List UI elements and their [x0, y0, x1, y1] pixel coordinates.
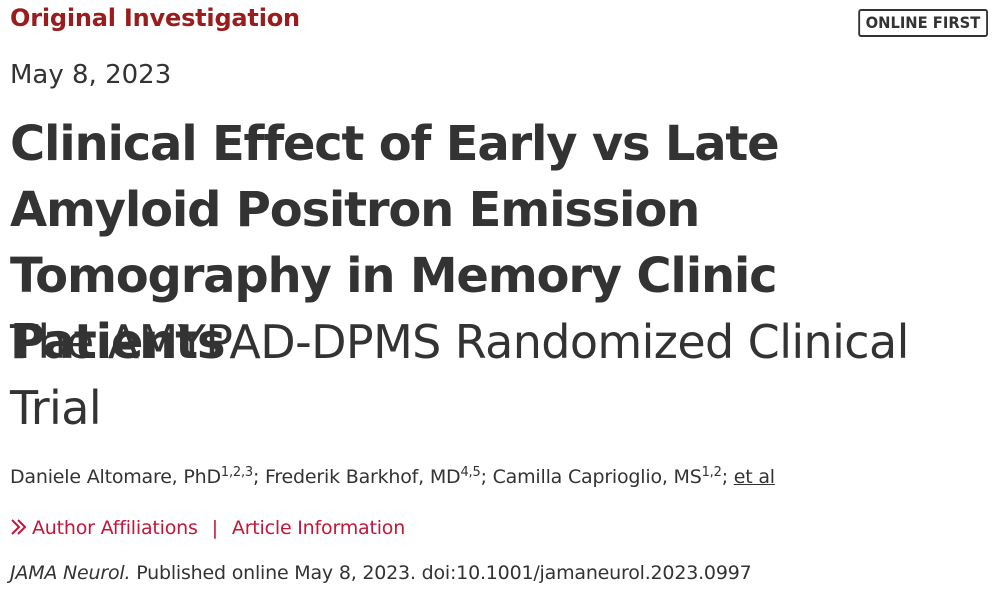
publication-date: May 8, 2023 — [10, 60, 172, 90]
article-links: Author Affiliations | Article Information — [10, 517, 405, 539]
author-affiliations-link[interactable]: Author Affiliations — [10, 517, 198, 539]
more-authors-link[interactable]: et al — [733, 466, 775, 488]
double-chevron-right-icon — [11, 519, 27, 535]
author-affiliations-label: Author Affiliations — [32, 517, 198, 539]
citation-text: Published online May 8, 2023. doi:10.100… — [136, 562, 752, 584]
article-information-link[interactable]: Article Information — [231, 517, 406, 539]
section-label: Original Investigation — [10, 4, 300, 32]
journal-name: JAMA Neurol. — [10, 562, 131, 584]
author-name[interactable]: Camilla Caprioglio, MS — [492, 466, 702, 488]
author-affiliation-marks: 1,2,3 — [220, 465, 253, 480]
author-name[interactable]: Frederik Barkhof, MD — [265, 466, 461, 488]
author-affiliation-marks: 1,2 — [701, 465, 722, 480]
online-first-badge: ONLINE FIRST — [858, 9, 988, 37]
author-affiliation-marks: 4,5 — [460, 465, 481, 480]
article-subtitle: The AMYPAD-DPMS Randomized Clinical Tria… — [10, 315, 909, 435]
citation: JAMA Neurol. Published online May 8, 202… — [10, 562, 752, 584]
link-separator: | — [211, 517, 218, 539]
article-title: Clinical Effect of Early vs Late Amyloid… — [10, 116, 780, 370]
author-name[interactable]: Daniele Altomare, PhD — [10, 466, 221, 488]
author-list: Daniele Altomare, PhD1,2,3; Frederik Bar… — [10, 465, 775, 488]
